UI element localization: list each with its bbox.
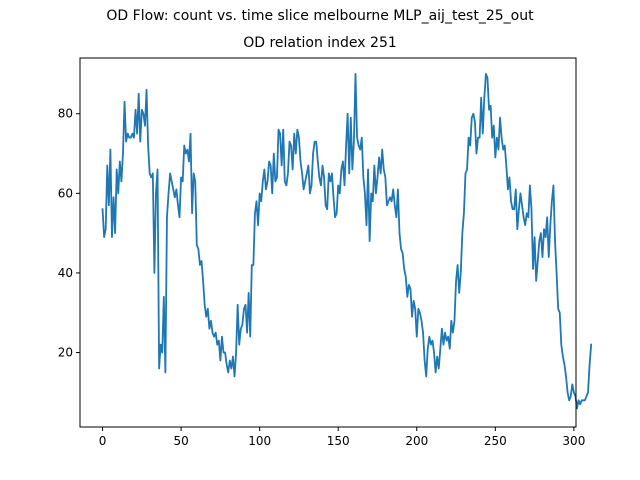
x-tick-label: 300 — [562, 434, 585, 448]
x-tick-label: 250 — [484, 434, 507, 448]
plot-frame — [79, 57, 577, 428]
x-tick-label: 100 — [248, 434, 271, 448]
x-tick-label: 0 — [99, 434, 107, 448]
axis-ticks: 0 50 100 150 200 250 300 20 40 60 80 — [58, 107, 586, 448]
series-line — [101, 73, 593, 410]
y-tick-label: 40 — [58, 266, 73, 280]
y-tick-label: 80 — [58, 107, 73, 121]
x-tick-label: 200 — [405, 434, 428, 448]
y-tick-label: 20 — [58, 346, 73, 360]
y-tick-label: 60 — [58, 186, 73, 200]
x-tick-label: 150 — [327, 434, 350, 448]
chart-subtitle: OD relation index 251 — [243, 35, 397, 51]
plot-area — [80, 58, 576, 427]
x-tick-label: 50 — [173, 434, 188, 448]
chart-title: OD Flow: count vs. time slice melbourne … — [106, 8, 534, 24]
